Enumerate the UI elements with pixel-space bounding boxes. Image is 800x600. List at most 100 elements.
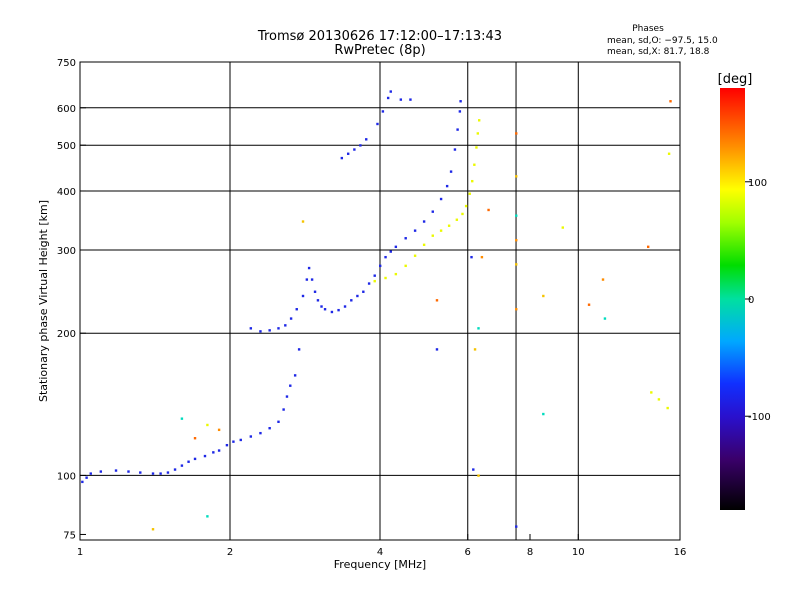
data-point — [515, 238, 518, 242]
data-point — [330, 310, 334, 314]
data-point — [477, 119, 481, 122]
data-point — [475, 146, 478, 149]
data-point — [249, 435, 253, 438]
data-point — [650, 391, 653, 394]
data-point — [340, 156, 344, 160]
data-point — [295, 308, 298, 311]
x-tick-label: 2 — [227, 547, 233, 558]
data-point — [657, 398, 661, 401]
data-point — [203, 454, 207, 458]
series-2 — [151, 100, 672, 531]
data-point — [394, 245, 398, 249]
data-point — [249, 327, 253, 330]
phase-legend-o: mean, sd,O: −97.5, 15.0 — [607, 36, 718, 46]
x-tick-label: 1 — [77, 547, 83, 558]
data-point — [394, 272, 398, 276]
data-point — [356, 294, 359, 298]
x-tick-label: 4 — [377, 547, 383, 558]
data-point — [439, 197, 443, 201]
data-point — [259, 431, 262, 435]
data-point — [127, 470, 130, 473]
data-point — [289, 384, 292, 387]
data-point — [206, 515, 209, 518]
axis-ticks: 1 2 4 6 8 10 16 75 100 200 300 400 500 600 750 — [57, 58, 686, 558]
data-point — [471, 179, 474, 183]
data-point — [212, 451, 215, 454]
data-point — [667, 152, 671, 155]
data-point — [217, 428, 221, 432]
data-point — [449, 170, 453, 173]
data-point — [89, 472, 92, 475]
data-point — [350, 299, 353, 302]
data-point — [297, 348, 301, 351]
data-point — [646, 245, 650, 249]
chart-subtitle: RwPretec (8p) — [334, 43, 425, 58]
data-point — [305, 278, 309, 281]
y-tick-label: 750 — [57, 58, 76, 69]
data-point — [193, 437, 197, 440]
data-point — [435, 299, 439, 302]
data-point — [289, 317, 293, 320]
colorbar-gradient — [720, 88, 745, 510]
data-point — [422, 243, 426, 247]
data-point — [268, 329, 271, 332]
data-point — [669, 100, 672, 103]
data-point — [389, 90, 392, 93]
data-point — [472, 468, 475, 471]
x-axis-label: Frequency [MHz] — [334, 558, 426, 571]
data-point — [456, 128, 459, 131]
data-point — [139, 471, 142, 474]
data-point — [284, 324, 287, 327]
data-point — [473, 348, 477, 351]
data-point — [232, 440, 235, 443]
data-point — [515, 214, 518, 217]
data-point — [515, 525, 518, 528]
data-point — [468, 192, 471, 195]
data-point — [180, 417, 184, 420]
y-tick-label: 300 — [57, 246, 76, 257]
data-point — [381, 110, 385, 113]
data-point — [399, 98, 403, 101]
data-point — [477, 474, 480, 477]
data-point — [542, 412, 545, 416]
data-point — [404, 264, 407, 268]
data-point — [307, 266, 311, 270]
data-point — [373, 279, 376, 283]
data-point — [310, 278, 314, 281]
data-point — [515, 308, 518, 311]
data-point — [601, 278, 605, 281]
data-point — [480, 255, 484, 259]
y-tick-label: 75 — [63, 530, 76, 541]
data-point — [458, 110, 462, 113]
data-point — [353, 148, 356, 151]
data-point — [151, 472, 155, 475]
phase-legend-title: Phases — [632, 24, 664, 34]
data-point — [343, 305, 347, 308]
data-point — [85, 476, 88, 479]
x-tick-label: 8 — [527, 547, 533, 558]
y-tick-label: 500 — [57, 141, 76, 152]
colorbar-tick-label: -100 — [748, 412, 771, 423]
data-point — [561, 226, 564, 229]
data-point — [367, 282, 371, 285]
data-point — [282, 408, 285, 411]
data-point — [477, 327, 480, 330]
data-point — [239, 438, 242, 442]
data-point — [337, 308, 340, 312]
data-point — [166, 471, 170, 474]
data-point — [277, 327, 280, 330]
data-point — [225, 443, 229, 447]
data-point — [515, 132, 518, 135]
x-tick-label: 16 — [674, 547, 687, 558]
data-point — [422, 220, 426, 223]
data-point — [206, 423, 209, 427]
series-1 — [373, 119, 481, 283]
data-point — [285, 395, 289, 398]
data-point — [293, 374, 297, 377]
data-point — [389, 250, 392, 253]
data-point — [455, 218, 459, 221]
data-point — [346, 152, 350, 155]
data-point — [459, 100, 462, 103]
data-point — [515, 175, 518, 178]
data-point — [445, 184, 449, 188]
